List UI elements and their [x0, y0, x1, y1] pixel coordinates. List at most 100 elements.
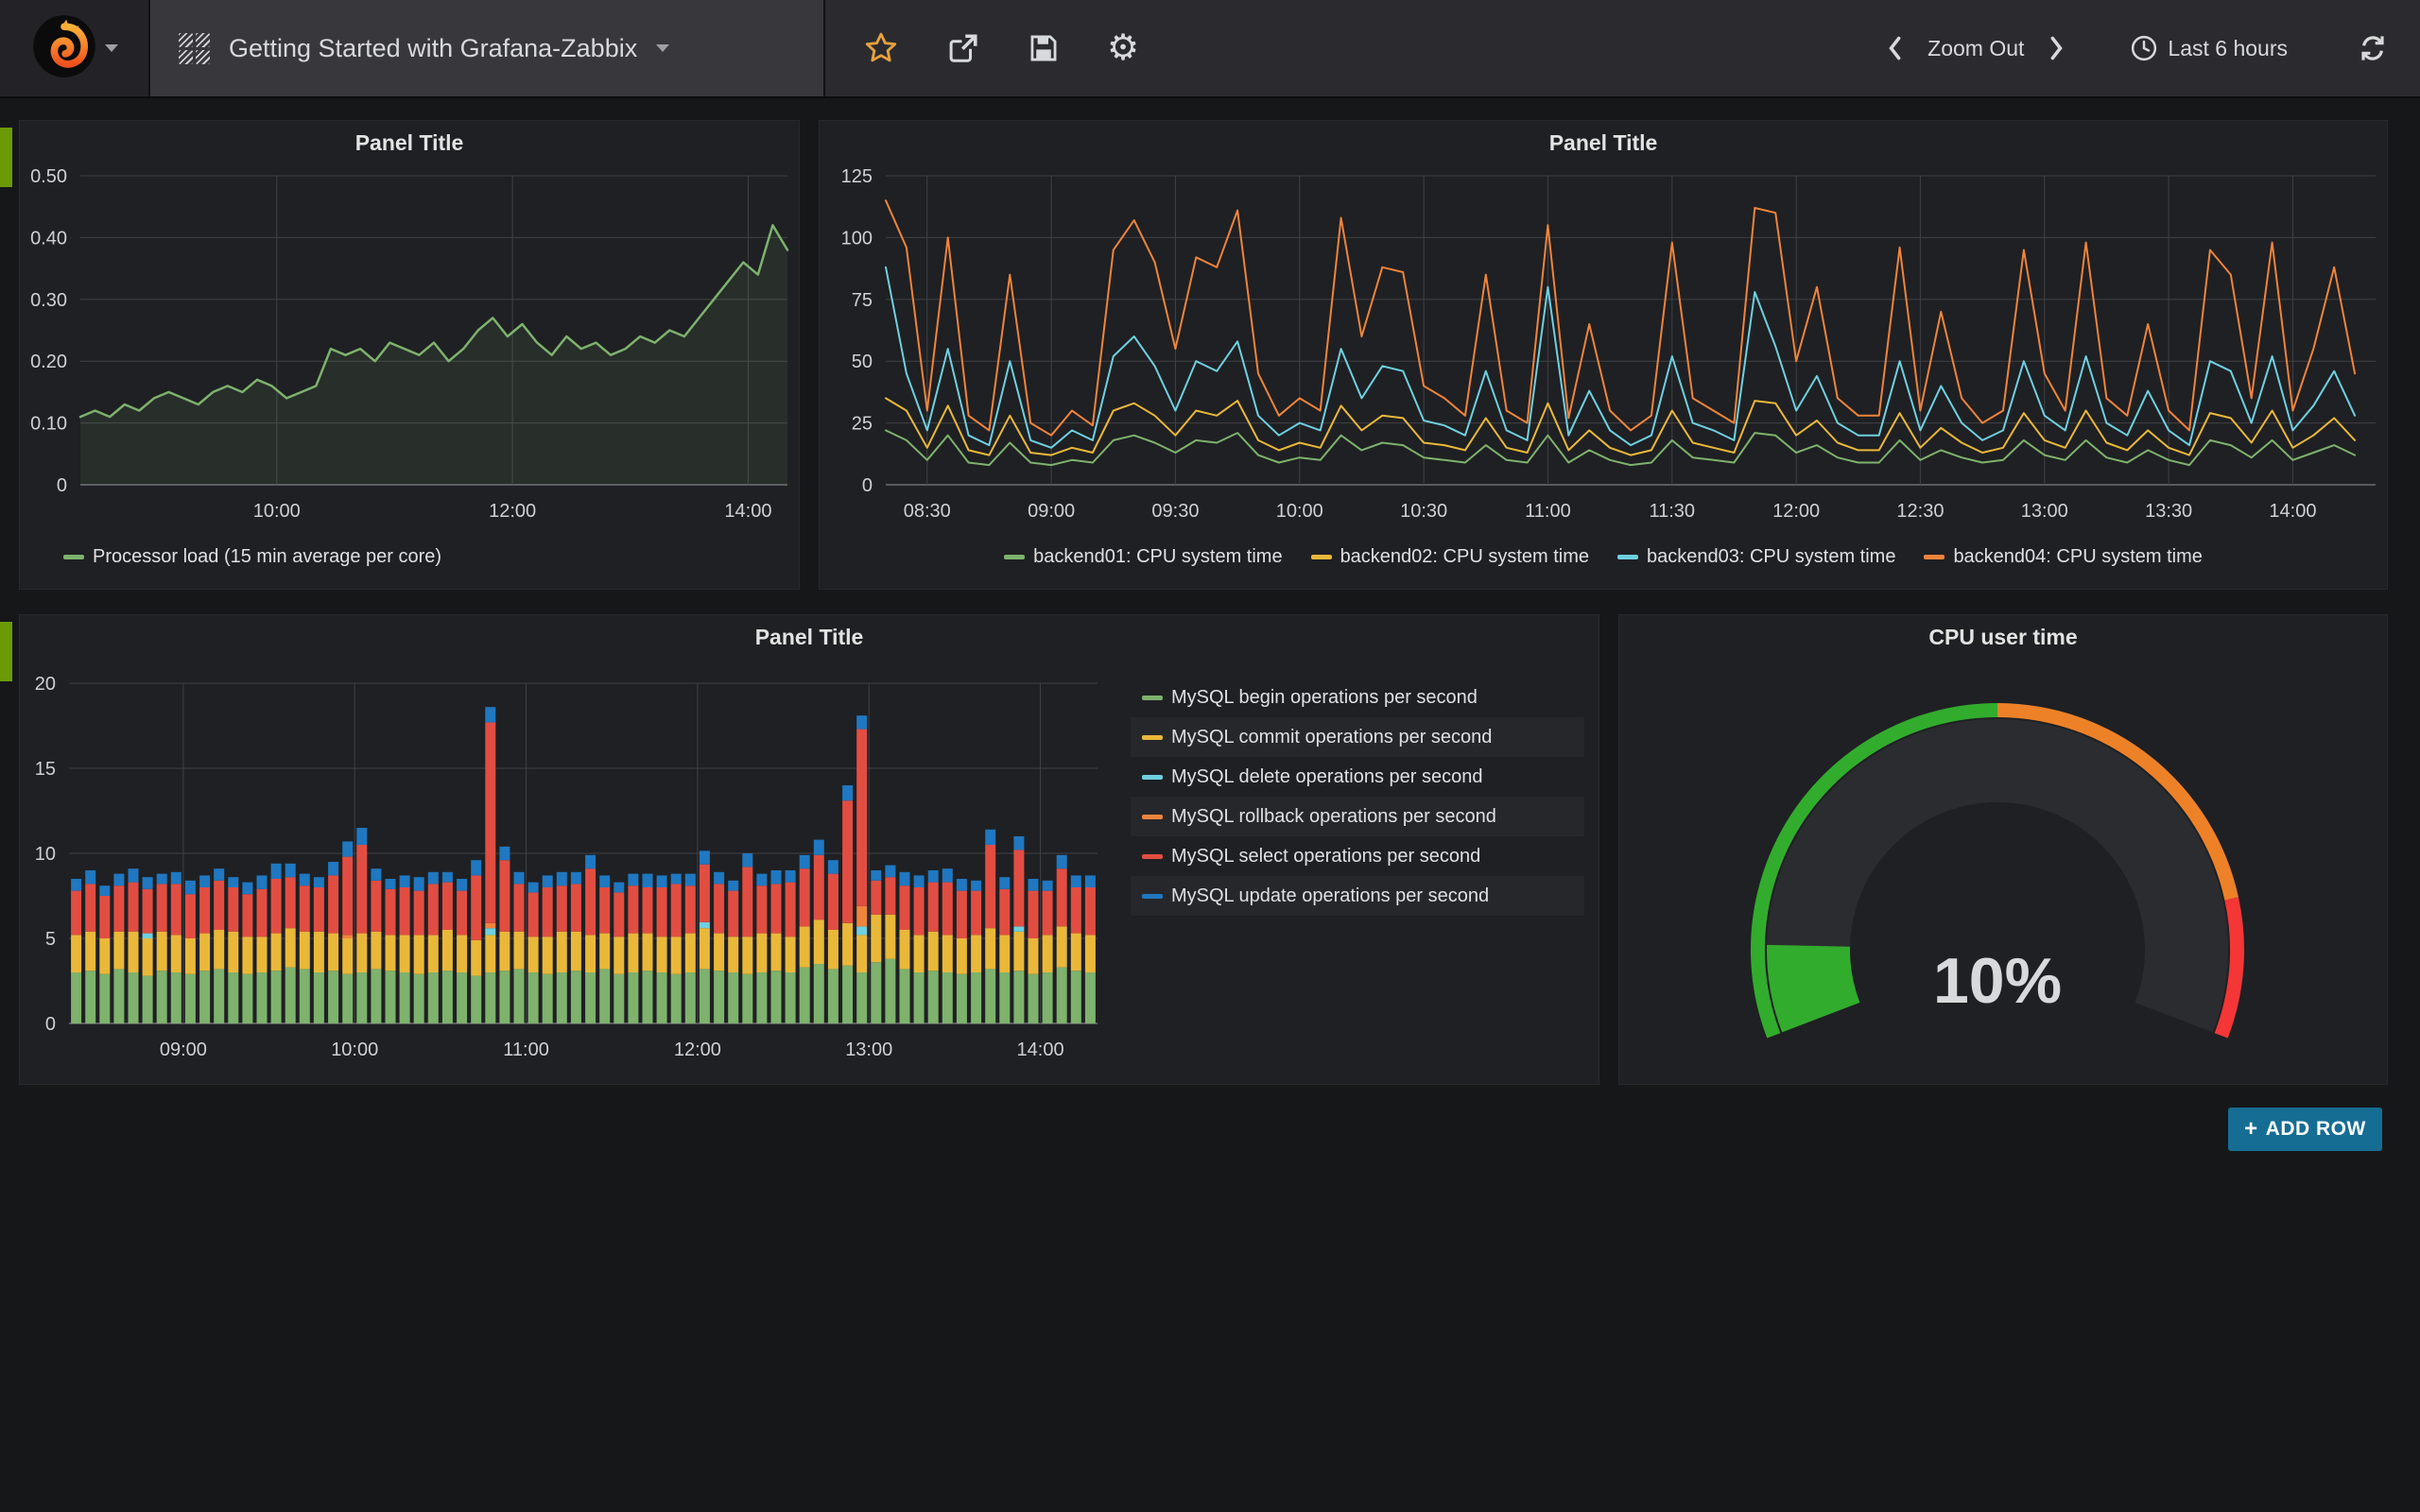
- panel-cpu-system-time: Panel Title 0 25 50 75 100 125 08:30 09:00 09:30…: [819, 120, 2388, 590]
- svg-text:50: 50: [852, 352, 873, 372]
- legend-item[interactable]: Processor load (15 min average per core): [63, 546, 441, 568]
- refresh-button[interactable]: [2358, 33, 2388, 63]
- panel-title[interactable]: CPU user time: [1928, 625, 2078, 649]
- legend-series-label: MySQL select operations per second: [1171, 845, 1481, 867]
- chevron-left-icon: [1889, 36, 1901, 60]
- legend-series-label: Processor load (15 min average per core): [93, 546, 442, 567]
- svg-text:0.40: 0.40: [30, 228, 67, 249]
- clock-icon: [2132, 35, 2157, 61]
- svg-text:25: 25: [852, 414, 873, 435]
- svg-text:11:00: 11:00: [503, 1040, 549, 1060]
- legend-series-color: [1924, 555, 1945, 559]
- time-forward-button[interactable]: [2047, 35, 2067, 61]
- svg-text:14:00: 14:00: [1017, 1040, 1064, 1060]
- grafana-logo-icon: [31, 13, 97, 84]
- save-icon: [1030, 35, 1057, 61]
- legend-series-color: [1142, 853, 1163, 859]
- svg-text:0.30: 0.30: [30, 290, 67, 311]
- time-controls: Zoom Out Last 6 hours: [1884, 0, 2388, 96]
- svg-text:0: 0: [57, 475, 67, 496]
- row-menu-handle[interactable]: [0, 128, 12, 187]
- legend-series-color: [1004, 555, 1026, 559]
- graph-legend: Processor load (15 min average per core): [63, 546, 441, 568]
- svg-text:12:00: 12:00: [1772, 501, 1820, 522]
- svg-text:08:30: 08:30: [904, 501, 951, 522]
- legend-series-label: backend04: CPU system time: [1953, 546, 2203, 567]
- add-row-button[interactable]: + ADD ROW: [2228, 1108, 2382, 1151]
- svg-text:12:00: 12:00: [489, 501, 536, 522]
- svg-text:13:00: 13:00: [2021, 501, 2068, 522]
- legend-series-color: [1142, 774, 1163, 780]
- legend-series-color: [1142, 734, 1163, 740]
- time-back-button[interactable]: [1884, 35, 1905, 61]
- svg-text:0.10: 0.10: [30, 414, 67, 435]
- time-range-label: Last 6 hours: [2168, 35, 2288, 60]
- logo-caret-icon: [104, 44, 118, 52]
- svg-text:11:00: 11:00: [1525, 501, 1571, 522]
- svg-text:75: 75: [852, 290, 873, 311]
- svg-text:10:00: 10:00: [1276, 501, 1323, 522]
- legend-series-color: [63, 555, 84, 559]
- star-icon: [865, 32, 897, 62]
- svg-text:14:00: 14:00: [2269, 501, 2316, 522]
- bar-graph[interactable]: 0 5 10 15 20 09:00 10:00 11:00 12:00 13:00 14:00: [20, 615, 1600, 1086]
- refresh-icon: [2361, 36, 2384, 60]
- svg-text:13:30: 13:30: [2145, 501, 2192, 522]
- graph-legend: MySQL begin operations per second MySQL c…: [1131, 678, 1584, 916]
- navbar: Getting Started with Grafana-Zabbix: [0, 0, 2420, 98]
- svg-text:20: 20: [35, 674, 56, 695]
- svg-text:14:00: 14:00: [724, 501, 771, 522]
- svg-text:12:30: 12:30: [1896, 501, 1944, 522]
- legend-series-label: MySQL begin operations per second: [1171, 686, 1478, 708]
- zoom-out-label: Zoom Out: [1927, 35, 2025, 60]
- legend-series-color: [1142, 814, 1163, 819]
- graph-legend: backend01: CPU system time backend02: CPU…: [820, 546, 2387, 568]
- star-button[interactable]: [863, 30, 899, 66]
- title-caret-icon: [656, 44, 670, 52]
- legend-series-label: MySQL delete operations per second: [1171, 765, 1483, 787]
- svg-text:125: 125: [841, 166, 873, 187]
- legend-item[interactable]: MySQL select operations per second: [1131, 836, 1584, 876]
- panel-mysql-operations: Panel Title 0 5 10 15 20 09:00 10:00 11:00 12:00…: [19, 614, 1599, 1085]
- grafana-menu-button[interactable]: [0, 0, 150, 96]
- time-series-graph[interactable]: 0 25 50 75 100 125 08:30 09:00 09:30 10:00 10:30 11…: [820, 121, 2389, 591]
- legend-series-label: backend03: CPU system time: [1647, 546, 1896, 567]
- svg-text:10: 10: [35, 844, 56, 865]
- legend-item[interactable]: MySQL commit operations per second: [1131, 717, 1584, 757]
- dashboard-title-button[interactable]: Getting Started with Grafana-Zabbix: [150, 0, 825, 96]
- time-range-button[interactable]: Last 6 hours: [2130, 34, 2288, 62]
- settings-button[interactable]: ⚙: [1107, 30, 1139, 66]
- panel-cpu-user-time: CPU user time 10%: [1618, 614, 2388, 1085]
- panel-title[interactable]: Panel Title: [1548, 130, 1658, 155]
- legend-series-color: [1142, 893, 1163, 899]
- legend-item[interactable]: MySQL begin operations per second: [1131, 678, 1584, 717]
- add-row-label: ADD ROW: [2265, 1118, 2366, 1140]
- svg-text:0.50: 0.50: [30, 166, 67, 187]
- time-series-graph[interactable]: 0 0.10 0.20 0.30 0.40 0.50 10:00 12:00 14:00: [20, 121, 801, 591]
- zoom-out-button[interactable]: Zoom Out: [1927, 36, 2024, 61]
- svg-text:0: 0: [45, 1014, 56, 1035]
- gauge: 10%: [1750, 703, 2245, 1039]
- panel-title[interactable]: Panel Title: [354, 130, 464, 155]
- plus-icon: +: [2244, 1116, 2258, 1142]
- svg-text:0: 0: [862, 475, 873, 496]
- legend-item[interactable]: backend04: CPU system time: [1924, 546, 2203, 568]
- legend-item[interactable]: MySQL update operations per second: [1131, 876, 1584, 916]
- legend-item[interactable]: backend03: CPU system time: [1617, 546, 1895, 568]
- legend-series-label: MySQL update operations per second: [1171, 885, 1490, 906]
- svg-text:10:00: 10:00: [331, 1040, 378, 1060]
- legend-item[interactable]: MySQL delete operations per second: [1131, 757, 1584, 797]
- svg-text:09:00: 09:00: [1028, 501, 1075, 522]
- share-icon: [949, 34, 977, 62]
- legend-item[interactable]: backend01: CPU system time: [1004, 546, 1283, 568]
- share-button[interactable]: [946, 31, 980, 65]
- save-button[interactable]: [1028, 32, 1060, 64]
- legend-item[interactable]: MySQL rollback operations per second: [1131, 797, 1584, 836]
- legend-series-label: backend02: CPU system time: [1340, 546, 1589, 567]
- panel-title[interactable]: Panel Title: [754, 625, 864, 649]
- legend-item[interactable]: backend02: CPU system time: [1310, 546, 1589, 568]
- legend-series-label: MySQL commit operations per second: [1171, 726, 1493, 747]
- svg-text:11:30: 11:30: [1649, 501, 1695, 522]
- row-menu-handle[interactable]: [0, 622, 12, 681]
